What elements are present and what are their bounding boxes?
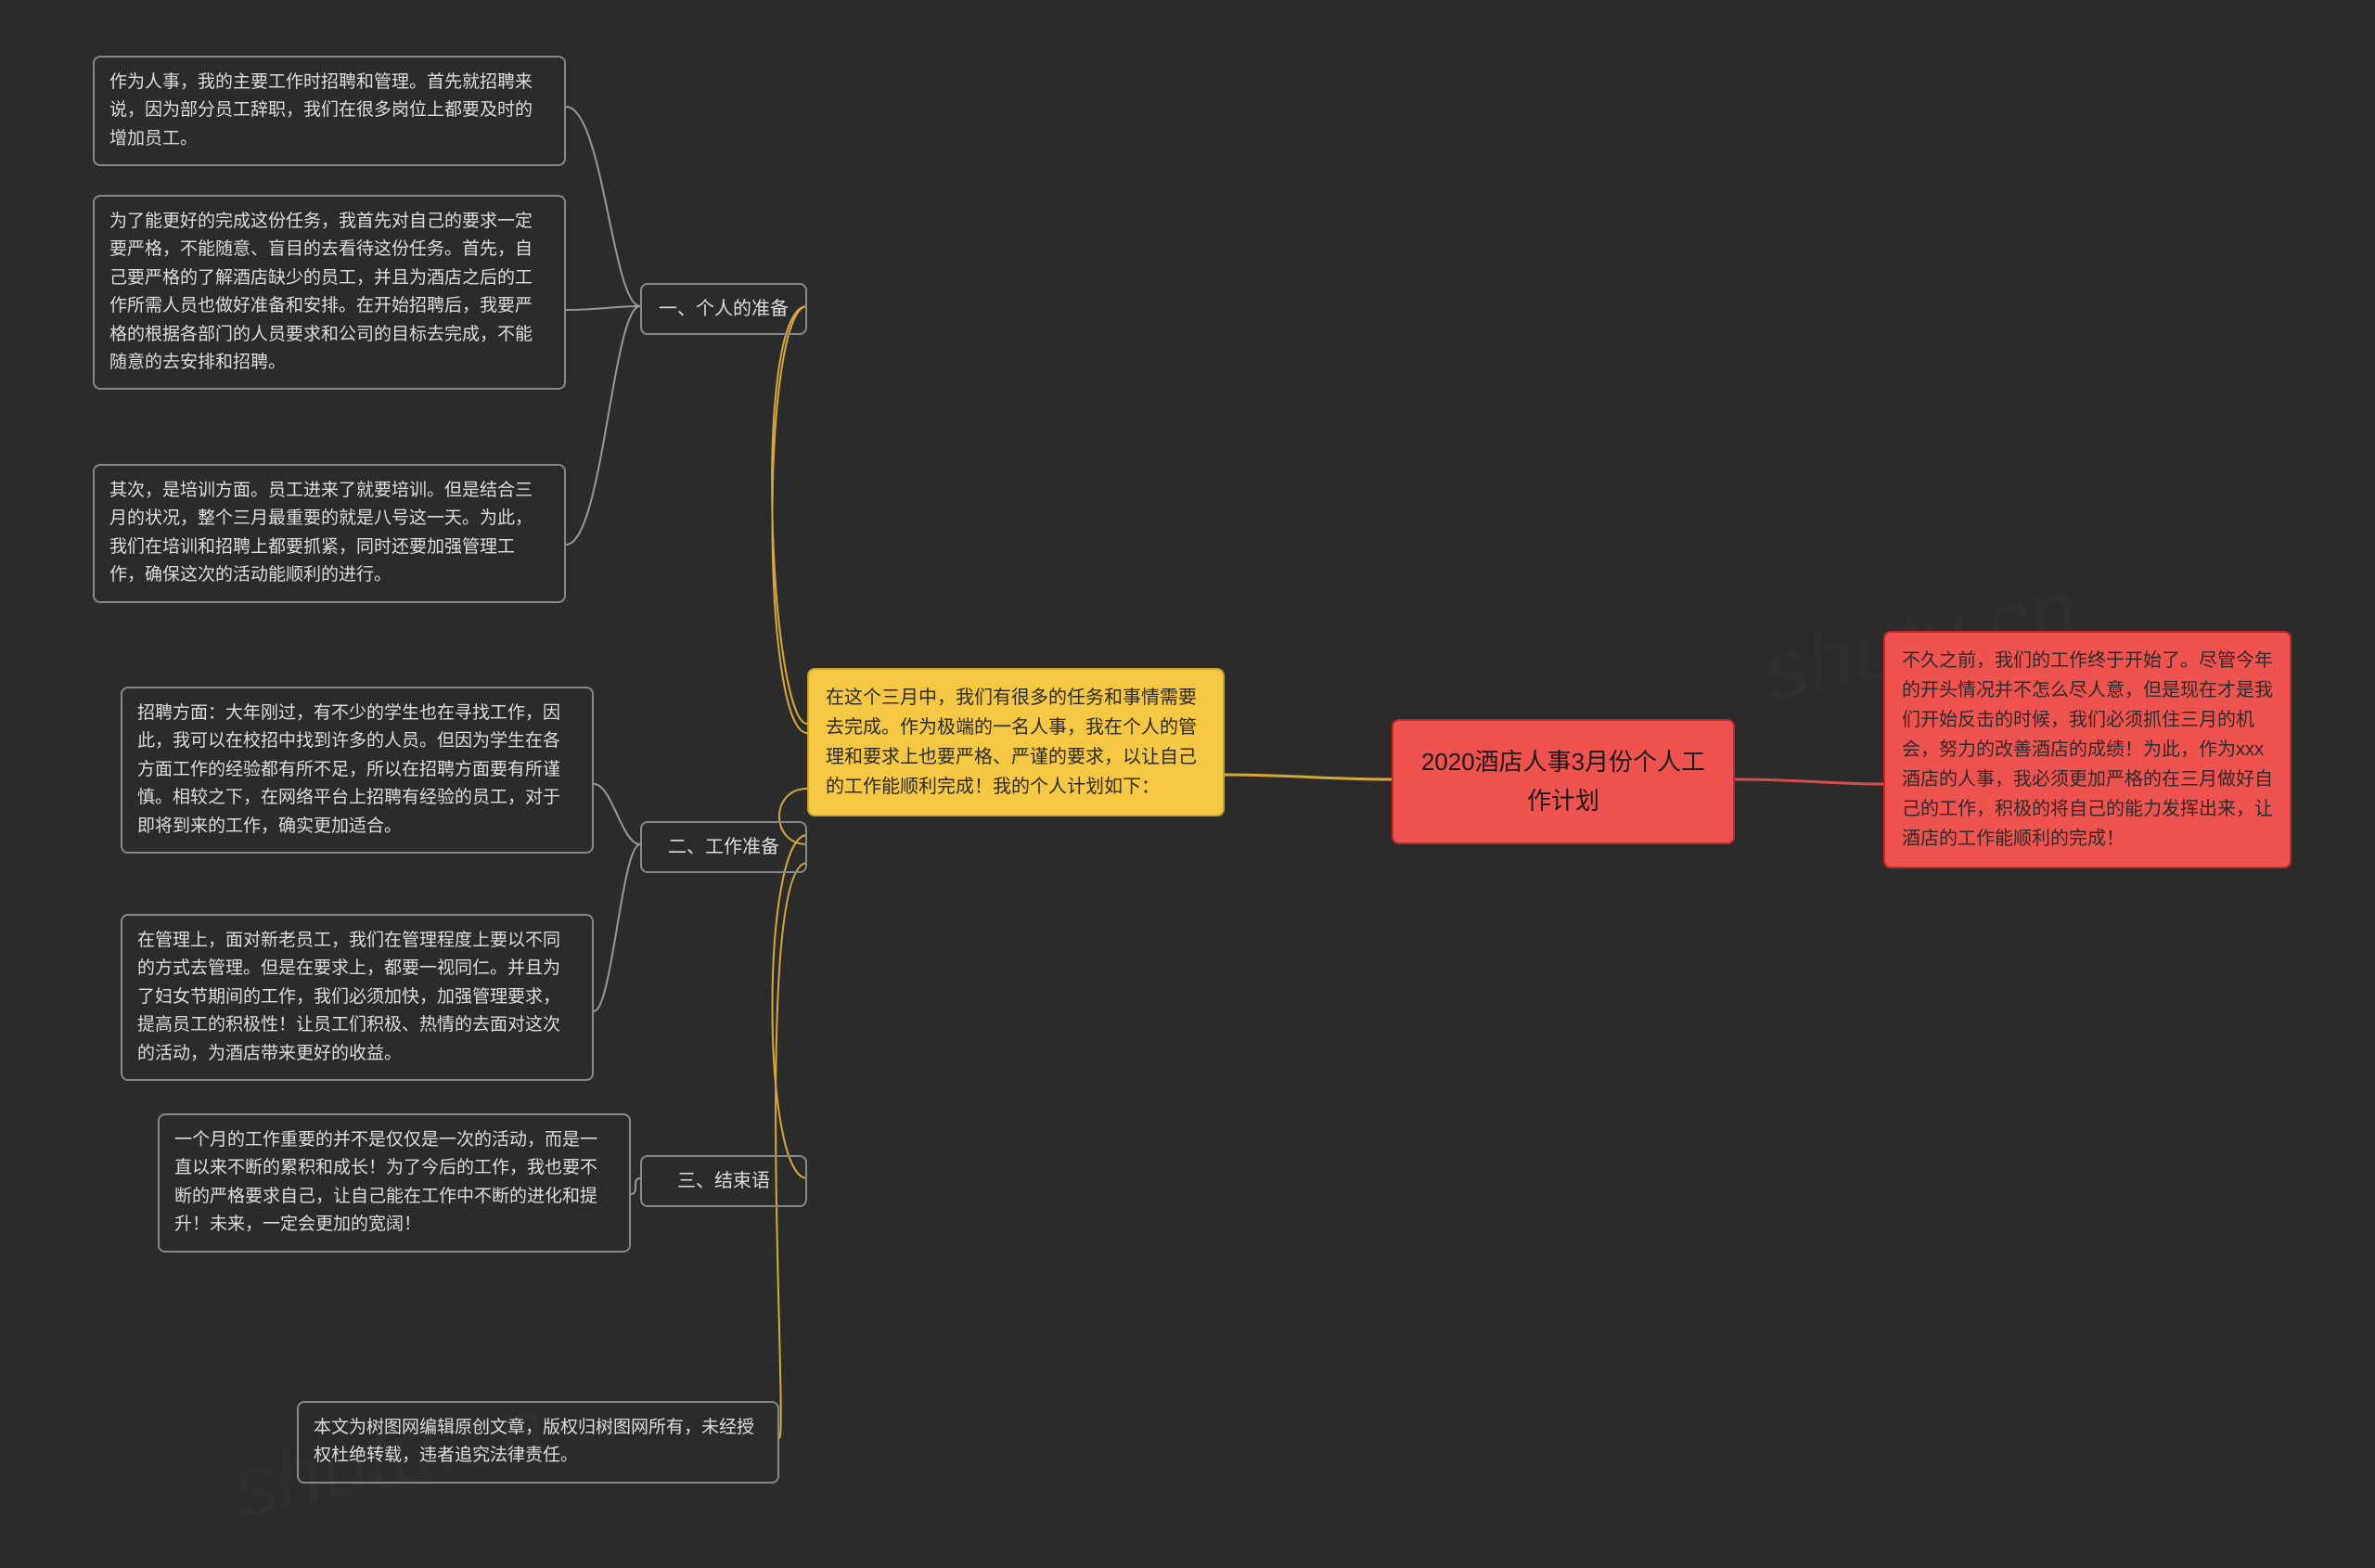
leaf-1-1[interactable]: 作为人事，我的主要工作时招聘和管理。首先就招聘来说，因为部分员工辞职，我们在很多…: [93, 56, 566, 166]
copyright-text: 本文为树图网编辑原创文章，版权归树图网所有，未经授权杜绝转载，违者追究法律责任。: [314, 1418, 754, 1465]
leaf-2-1-text: 招聘方面：大年刚过，有不少的学生也在寻找工作，因此，我可以在校招中找到许多的人员…: [137, 703, 560, 836]
intro-right-text: 不久之前，我们的工作终于开始了。尽管今年的开头情况并不怎么尽人意，但是现在才是我…: [1902, 650, 2273, 849]
leaf-1-1-text: 作为人事，我的主要工作时招聘和管理。首先就招聘来说，因为部分员工辞职，我们在很多…: [109, 72, 533, 148]
root-title: 2020酒店人事3月份个人工作计划: [1421, 748, 1705, 815]
leaf-2-1[interactable]: 招聘方面：大年刚过，有不少的学生也在寻找工作，因此，我可以在校招中找到许多的人员…: [121, 687, 594, 854]
intro-right-node[interactable]: 不久之前，我们的工作终于开始了。尽管今年的开头情况并不怎么尽人意，但是现在才是我…: [1883, 631, 2292, 868]
leaf-2-2[interactable]: 在管理上，面对新老员工，我们在管理程度上要以不同的方式去管理。但是在要求上，都要…: [121, 914, 594, 1081]
copyright-node[interactable]: 本文为树图网编辑原创文章，版权归树图网所有，未经授权杜绝转载，违者追究法律责任。: [297, 1401, 779, 1484]
section-1[interactable]: 一、个人的准备: [640, 283, 807, 335]
section-3-label: 三、结束语: [677, 1171, 770, 1191]
section-3[interactable]: 三、结束语: [640, 1155, 807, 1207]
leaf-3-1[interactable]: 一个月的工作重要的并不是仅仅是一次的活动，而是一直以来不断的累积和成长！为了今后…: [158, 1113, 631, 1253]
leaf-1-3[interactable]: 其次，是培训方面。员工进来了就要培训。但是结合三月的状况，整个三月最重要的就是八…: [93, 464, 566, 603]
section-2[interactable]: 二、工作准备: [640, 821, 807, 873]
intro-left-text: 在这个三月中，我们有很多的任务和事情需要去完成。作为极端的一名人事，我在个人的管…: [826, 688, 1197, 797]
leaf-1-2[interactable]: 为了能更好的完成这份任务，我首先对自己的要求一定要严格，不能随意、盲目的去看待这…: [93, 195, 566, 390]
mindmap-root[interactable]: 2020酒店人事3月份个人工作计划: [1392, 719, 1735, 844]
intro-left-node[interactable]: 在这个三月中，我们有很多的任务和事情需要去完成。作为极端的一名人事，我在个人的管…: [807, 668, 1225, 816]
leaf-1-2-text: 为了能更好的完成这份任务，我首先对自己的要求一定要严格，不能随意、盲目的去看待这…: [109, 212, 533, 372]
leaf-2-2-text: 在管理上，面对新老员工，我们在管理程度上要以不同的方式去管理。但是在要求上，都要…: [137, 931, 560, 1063]
leaf-3-1-text: 一个月的工作重要的并不是仅仅是一次的活动，而是一直以来不断的累积和成长！为了今后…: [174, 1130, 597, 1234]
section-2-label: 二、工作准备: [668, 837, 779, 857]
section-1-label: 一、个人的准备: [659, 299, 789, 319]
leaf-1-3-text: 其次，是培训方面。员工进来了就要培训。但是结合三月的状况，整个三月最重要的就是八…: [109, 481, 533, 585]
